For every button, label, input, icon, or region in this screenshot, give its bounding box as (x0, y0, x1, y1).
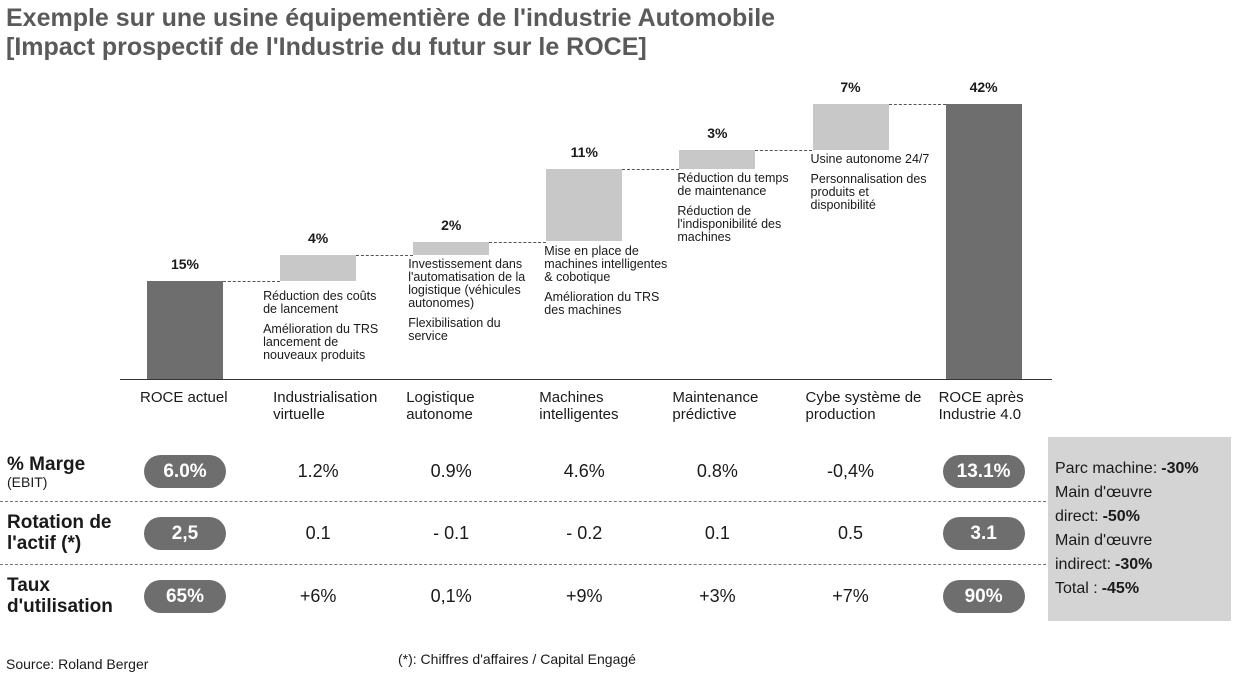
value-label: 4% (307, 229, 329, 246)
annotation: Amélioration du TRS lancement de nouveau… (263, 321, 379, 362)
row-label: % Marge (EBIT) (7, 454, 132, 489)
side-item: Main d'œuvre indirect: -30% (1055, 529, 1231, 577)
connector (356, 254, 414, 256)
side-item: Total : -45% (1055, 577, 1231, 601)
category-label: Logistique autonome (406, 389, 475, 423)
bar (679, 149, 756, 170)
side-item: Parc machine: -30% (1055, 457, 1231, 481)
annotation: Amélioration du TRS des machines (544, 289, 660, 317)
table-cell: - 0.2 (566, 523, 603, 543)
table-cell: 0.8% (696, 461, 738, 481)
category-label: Cybe système de production (805, 389, 922, 423)
bar (280, 254, 357, 281)
row-label-text: Rotation de l'actif (*) (7, 512, 112, 554)
connector (489, 241, 547, 243)
bar (945, 104, 1022, 379)
annotation: Personnalisation des produits et disponi… (810, 171, 927, 212)
bar (413, 241, 490, 255)
side-label: Main d'œuvre direct: (1055, 484, 1153, 525)
row-label: Rotation de l'actif (*) (7, 512, 132, 554)
axis-line (120, 379, 1052, 380)
connector (755, 149, 813, 151)
category-label: ROCE après Industrie 4.0 (938, 389, 1024, 423)
value-label: 15% (170, 255, 200, 272)
table-cell: 0.9% (430, 461, 472, 481)
table-cell: +9% (566, 586, 603, 606)
side-value: -45% (1101, 580, 1140, 597)
pill-cell: 6.0% (144, 455, 226, 488)
value-label: 11% (570, 144, 598, 161)
bar (812, 104, 889, 150)
title: [Impact prospectif de l'Industrie du fut… (6, 33, 647, 61)
table-cell: +6% (299, 586, 337, 606)
pill-cell: 90% (942, 580, 1025, 613)
side-label: Total : (1055, 580, 1098, 597)
side-label: Main d'œuvre indirect: (1055, 532, 1153, 573)
source: Source: Roland Berger (6, 656, 149, 672)
row-label-text: % Marge (7, 454, 86, 475)
side-value: -30% (1161, 460, 1199, 477)
table-cell: 0.1 (704, 523, 730, 543)
table-cell: - 0.1 (433, 523, 470, 543)
row-sublabel: (EBIT) (7, 474, 48, 490)
table-cell: 4.6% (563, 461, 605, 481)
annotation: Flexibilisation du service (408, 315, 501, 343)
annotation: Mise en place de machines intelligentes … (544, 243, 668, 284)
table-cell: +3% (699, 586, 736, 606)
table-cell: 1.2% (297, 461, 339, 481)
annotation: Usine autonome 24/7 (810, 151, 930, 166)
connector (223, 280, 281, 282)
pill-cell: 3.1 (942, 517, 1025, 550)
row-separator (0, 501, 1046, 502)
side-item: Main d'œuvre direct: -50% (1055, 481, 1231, 529)
pill-cell: 13.1% (942, 455, 1025, 488)
note: (*): Chiffres d'affaires / Capital Engag… (398, 651, 636, 667)
category-label: Machines intelligentes (539, 389, 619, 423)
row-label-text: Taux d'utilisation (7, 575, 113, 617)
side-value: -30% (1115, 556, 1153, 573)
value-label: 2% (441, 216, 462, 233)
pill-cell: 65% (144, 580, 226, 613)
annotation-group: Réduction des coûts de lancement Améliora… (263, 288, 387, 369)
pill-cell: 2,5 (144, 517, 226, 550)
annotation-group: Investissement dans l'automatisation de … (408, 256, 532, 350)
table-cell: 0.1 (305, 523, 331, 543)
table-cell: 0.5 (837, 523, 864, 543)
bar (546, 169, 623, 242)
row-label: Taux d'utilisation (7, 575, 132, 617)
table-cell: -0,4% (826, 461, 875, 481)
side-label: Parc machine: (1055, 460, 1158, 477)
bar (147, 280, 223, 379)
value-label: 7% (840, 79, 861, 95)
value-label: 42% (969, 79, 998, 95)
value-label: 3% (707, 124, 728, 141)
annotation: Investissement dans l'automatisation de … (408, 256, 526, 310)
annotation-group: Réduction du temps de maintenance Réducti… (677, 172, 801, 251)
annotation-group: Mise en place de machines intelligentes … (544, 243, 668, 324)
side-value: -50% (1102, 508, 1140, 525)
row-separator (0, 564, 1046, 565)
side-box: Parc machine: -30% Main d'œuvre direct: -50… (1048, 437, 1231, 621)
connector (888, 104, 946, 105)
title: Exemple sur une usine équipementière de … (6, 4, 776, 32)
category-label: Maintenance prédictive (672, 389, 759, 423)
category-label: Industrialisation virtuelle (273, 389, 378, 423)
annotation: Réduction du temps de maintenance (677, 171, 789, 199)
table-cell: +7% (832, 586, 869, 606)
connector (622, 169, 680, 171)
annotation: Réduction des coûts de lancement (263, 288, 377, 316)
annotation: Réduction de l'indisponibilité des machi… (677, 204, 782, 245)
table-cell: 0,1% (430, 586, 472, 606)
annotation-group: Usine autonome 24/7 Personnalisation des … (810, 151, 935, 219)
category-label: ROCE actuel (140, 389, 228, 406)
